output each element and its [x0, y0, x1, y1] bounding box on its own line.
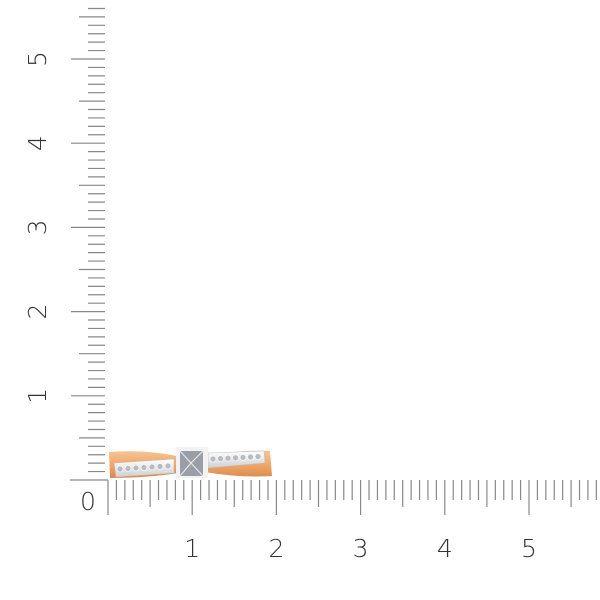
- small-diamond: [232, 454, 239, 462]
- small-diamond: [140, 464, 148, 471]
- small-diamond: [247, 453, 254, 461]
- x-tick-label: 3: [353, 534, 369, 563]
- x-tick-label: 5: [521, 534, 537, 563]
- y-tick-label: 5: [23, 51, 52, 67]
- small-diamond: [164, 462, 172, 470]
- x-tick-label: 2: [268, 534, 284, 563]
- small-diamond: [124, 465, 132, 472]
- ruler-labels: 0 1 2 3 4 5 1 2 3 4 5: [23, 51, 537, 563]
- small-diamond: [217, 455, 224, 462]
- y-tick-label: 2: [23, 304, 52, 320]
- small-diamond: [132, 464, 140, 472]
- x-tick-label: 1: [184, 534, 200, 563]
- small-diamond: [116, 465, 124, 473]
- small-diamond: [224, 454, 232, 462]
- ring-center-diamond-facets: [179, 450, 204, 477]
- small-diamond: [148, 463, 156, 471]
- x-tick-label: 4: [437, 534, 453, 563]
- ruler-ticks: [70, 7, 597, 515]
- x-tick-label: 0: [80, 487, 96, 516]
- small-diamond: [254, 453, 262, 460]
- y-tick-label: 1: [23, 388, 52, 404]
- ring-small-diamonds: [116, 453, 262, 473]
- small-diamond: [209, 455, 217, 463]
- small-diamond: [156, 463, 164, 470]
- y-tick-label: 3: [23, 219, 52, 235]
- y-tick-label: 4: [23, 135, 52, 151]
- small-diamond: [239, 454, 247, 461]
- ring-image: [109, 447, 272, 478]
